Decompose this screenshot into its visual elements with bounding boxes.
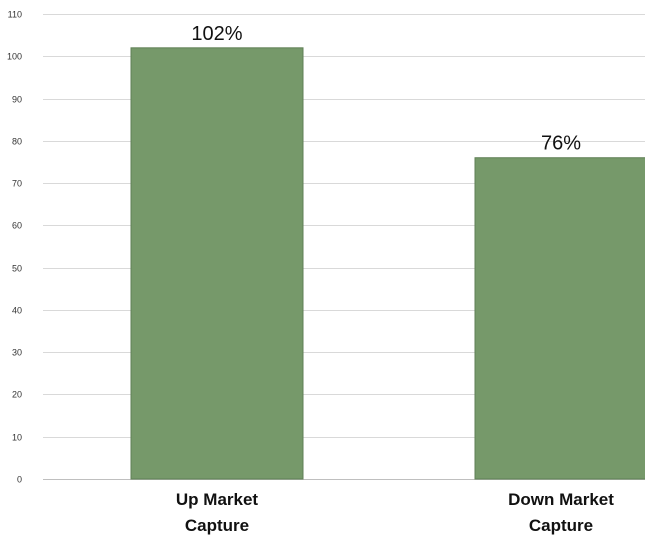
y-tick-label: 100 (7, 52, 22, 62)
category-labels: Up Market Capture Down Market Capture (176, 490, 614, 535)
y-tick-label: 110 (8, 10, 22, 20)
y-tick-label: 0 (17, 475, 22, 485)
bar (130, 47, 304, 480)
y-tick-label: 50 (12, 264, 22, 274)
data-labels: 102% 76% (191, 23, 581, 155)
y-tick-label: 10 (12, 433, 22, 443)
category-label: Capture (185, 516, 249, 535)
y-tick-label: 60 (12, 221, 22, 231)
y-axis-ticks: 0 10 20 30 40 50 60 70 80 90 100 110 (7, 10, 22, 485)
category-label: Up Market (176, 490, 259, 509)
data-label: 102% (191, 23, 242, 45)
y-tick-label: 90 (12, 95, 22, 105)
y-tick-label: 70 (12, 179, 22, 189)
y-tick-label: 20 (12, 390, 22, 400)
bar (474, 157, 645, 480)
bars (130, 47, 645, 480)
y-tick-label: 80 (12, 137, 22, 147)
data-label: 76% (541, 133, 581, 155)
category-label: Capture (529, 516, 593, 535)
y-tick-label: 40 (12, 306, 22, 316)
category-label: Down Market (508, 490, 614, 509)
y-tick-label: 30 (12, 348, 22, 358)
